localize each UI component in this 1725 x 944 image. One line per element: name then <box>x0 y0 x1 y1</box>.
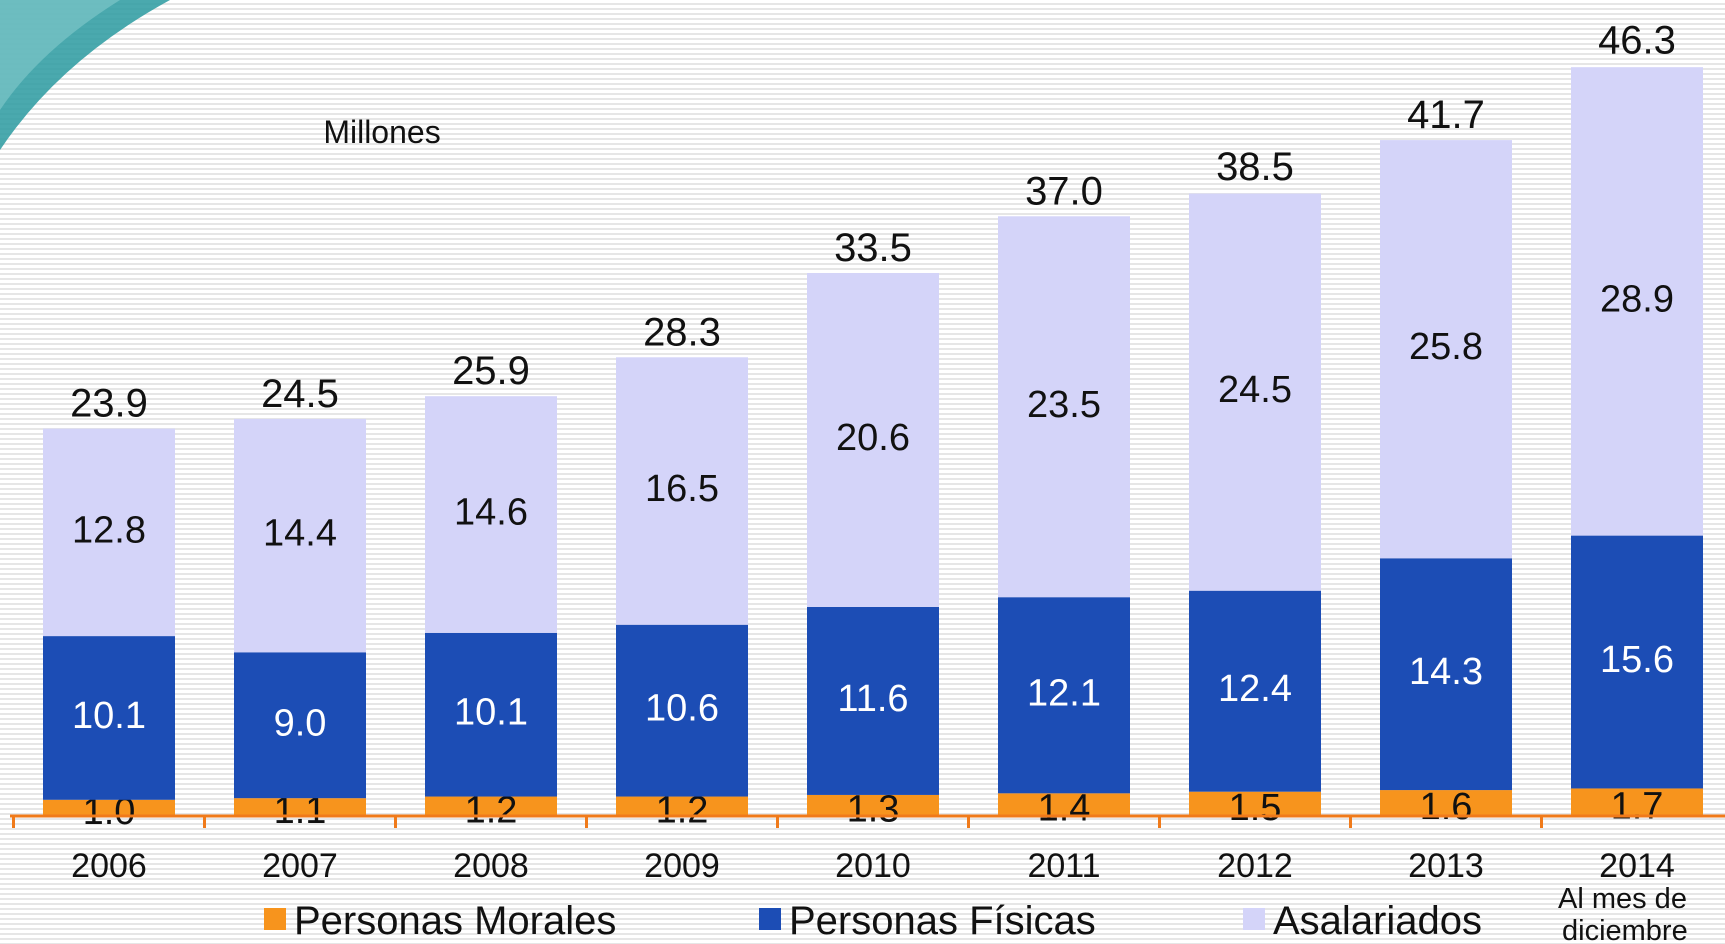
value-label: 10.1 <box>454 692 528 734</box>
bar-segment <box>1189 590 1321 792</box>
bar-segment <box>998 597 1130 794</box>
note: diciembre <box>1562 915 1688 944</box>
value-label: 12.4 <box>1218 668 1292 710</box>
bar-segment <box>425 632 557 797</box>
x-tick-label: 2007 <box>262 847 338 885</box>
value-label: 11.6 <box>837 678 908 720</box>
bar-segment <box>1571 67 1703 536</box>
value-label: 24.5 <box>1218 369 1292 411</box>
note: Al mes de <box>1558 883 1687 915</box>
bar-segment <box>1189 193 1321 591</box>
value-label: 15.6 <box>1600 639 1674 681</box>
value-label: 10.6 <box>645 688 719 730</box>
value-label: 12.1 <box>1027 672 1101 714</box>
total-label: 28.3 <box>643 310 721 354</box>
bar-segment <box>43 636 175 800</box>
value-label: 12.8 <box>72 509 146 551</box>
bar-segment <box>1189 791 1321 816</box>
bar-segment <box>807 273 939 607</box>
value-label: 1.7 <box>1611 785 1664 827</box>
bar-segment <box>234 798 366 816</box>
value-label: 1.5 <box>1229 787 1282 829</box>
legend-label: Personas Morales <box>294 899 616 943</box>
total-label: 23.9 <box>70 382 148 426</box>
value-label: 1.3 <box>847 788 900 830</box>
bar-segment <box>807 606 939 795</box>
total-label: 46.3 <box>1598 19 1676 63</box>
corner-decoration <box>0 0 120 110</box>
unit-label: Millones <box>323 114 440 150</box>
bar-segment <box>43 799 175 816</box>
value-label: 1.6 <box>1420 786 1473 828</box>
total-label: 33.5 <box>834 226 912 270</box>
bar-segment <box>234 652 366 799</box>
value-label: 9.0 <box>274 702 327 744</box>
bar-segment <box>425 796 557 816</box>
bar-segment <box>1380 140 1512 559</box>
bar-segment <box>1571 535 1703 789</box>
total-label: 41.7 <box>1407 93 1485 137</box>
value-label: 23.5 <box>1027 384 1101 426</box>
bar-segment <box>616 357 748 625</box>
x-tick-label: 2009 <box>644 847 720 885</box>
bar-segment <box>234 418 366 653</box>
x-tick-label: 2008 <box>453 847 529 885</box>
x-tick-label: 2014 <box>1599 847 1675 885</box>
legend-marker <box>1243 908 1265 930</box>
bar-segment <box>616 796 748 816</box>
bar-segment <box>43 428 175 637</box>
x-tick-label: 2012 <box>1217 847 1293 885</box>
x-tick-label: 2010 <box>835 847 911 885</box>
total-label: 37.0 <box>1025 169 1103 213</box>
value-label: 14.3 <box>1409 651 1483 693</box>
total-label: 24.5 <box>261 372 339 416</box>
legend-label: Asalariados <box>1273 899 1482 943</box>
legend-marker <box>264 908 286 930</box>
value-label: 14.4 <box>263 513 337 555</box>
bar-segment <box>998 216 1130 598</box>
bar-segment <box>998 793 1130 816</box>
value-label: 25.8 <box>1409 326 1483 368</box>
bar-segment <box>425 396 557 633</box>
value-label: 20.6 <box>836 417 910 459</box>
value-label: 10.1 <box>72 695 146 737</box>
value-label: 1.4 <box>1038 788 1091 830</box>
value-label: 28.9 <box>1600 278 1674 320</box>
legend-label: Personas Físicas <box>789 899 1096 943</box>
value-label: 14.6 <box>454 492 528 534</box>
total-label: 38.5 <box>1216 145 1294 189</box>
x-tick-label: 2006 <box>71 847 147 885</box>
bar-segment <box>616 624 748 797</box>
x-tick-label: 2013 <box>1408 847 1484 885</box>
legend-marker <box>759 908 781 930</box>
bar-segment <box>1571 788 1703 816</box>
bar-segment <box>807 794 939 816</box>
total-label: 25.9 <box>452 349 530 393</box>
x-tick-label: 2011 <box>1027 847 1100 885</box>
bar-segment <box>1380 558 1512 791</box>
value-label: 16.5 <box>645 468 719 510</box>
bar-segment <box>1380 790 1512 816</box>
